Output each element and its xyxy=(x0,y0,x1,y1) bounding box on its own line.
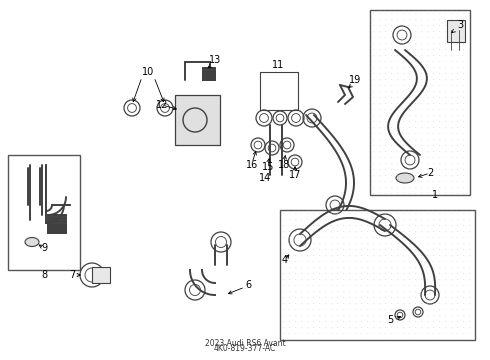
Bar xyxy=(447,20,465,42)
Text: 10: 10 xyxy=(142,67,154,77)
Text: 4: 4 xyxy=(282,255,288,265)
Text: 7: 7 xyxy=(69,270,75,280)
Text: 2: 2 xyxy=(427,168,433,178)
Text: 18: 18 xyxy=(278,160,290,170)
Text: 15: 15 xyxy=(262,162,274,172)
Text: 8: 8 xyxy=(41,270,47,280)
Text: 9: 9 xyxy=(41,243,47,253)
Bar xyxy=(92,267,110,283)
Text: 12: 12 xyxy=(156,100,168,110)
Bar xyxy=(175,95,220,145)
Bar xyxy=(280,210,475,340)
Text: 1: 1 xyxy=(432,190,438,200)
Text: 3: 3 xyxy=(457,20,463,30)
Text: 2023 Audi RS6 Avant: 2023 Audi RS6 Avant xyxy=(205,339,285,348)
Bar xyxy=(8,155,80,270)
Text: 6: 6 xyxy=(245,280,251,290)
Text: 16: 16 xyxy=(246,160,258,170)
Ellipse shape xyxy=(25,238,39,247)
Text: 19: 19 xyxy=(349,75,361,85)
Text: 4K0-819-377-AC: 4K0-819-377-AC xyxy=(214,344,276,353)
Text: 13: 13 xyxy=(209,55,221,65)
Text: 11: 11 xyxy=(272,60,284,70)
Text: 14: 14 xyxy=(259,173,271,183)
Bar xyxy=(370,10,470,195)
Ellipse shape xyxy=(396,173,414,183)
Text: 5: 5 xyxy=(387,315,393,325)
Text: 17: 17 xyxy=(289,170,301,180)
